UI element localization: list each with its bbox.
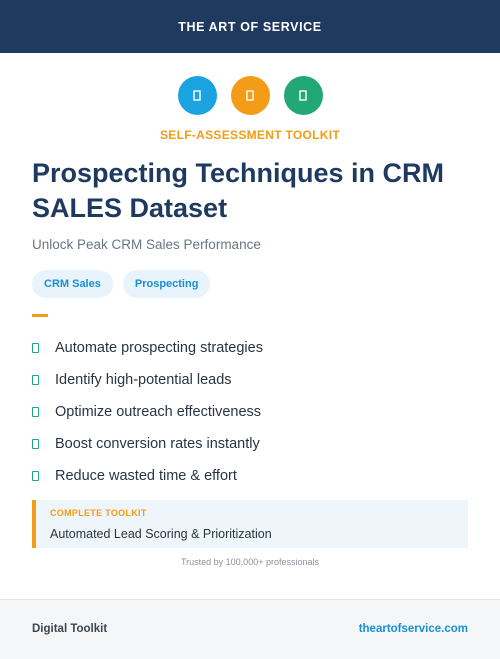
trust-note: Trusted by 100,000+ professionals	[180, 557, 319, 567]
benefit-item: Boost conversion rates instantly	[32, 428, 263, 460]
blue-badge-icon	[177, 76, 217, 115]
green-badge-icon	[283, 76, 323, 115]
footer-label: Digital Toolkit	[32, 623, 108, 635]
website-link[interactable]: theartofservice.com	[358, 623, 468, 635]
benefit-text: Optimize outreach effectiveness	[55, 404, 262, 420]
top-banner: THE ART OF SERVICE	[0, 0, 500, 53]
icon-row	[0, 76, 500, 115]
check-icon	[32, 439, 39, 449]
benefit-item: Identify high-potential leads	[32, 364, 263, 396]
benefit-text: Automate prospecting strategies	[55, 340, 263, 356]
check-icon	[32, 375, 39, 385]
brand-name: THE ART OF SERVICE	[178, 19, 322, 34]
complete-toolkit-callout: COMPLETE TOOLKIT Automated Lead Scoring …	[32, 500, 468, 548]
toolkit-kicker: SELF-ASSESSMENT TOOLKIT	[159, 128, 341, 142]
check-icon	[32, 343, 39, 353]
callout-text: Automated Lead Scoring & Prioritization	[50, 527, 272, 541]
check-icon	[32, 471, 39, 481]
orange-badge-icon	[230, 76, 270, 115]
footer: Digital Toolkit theartofservice.com	[0, 599, 500, 659]
benefit-text: Boost conversion rates instantly	[55, 436, 260, 452]
benefit-item: Reduce wasted time & effort	[32, 460, 263, 492]
tag-prospecting: Prospecting	[122, 270, 211, 298]
tag-list: CRM Sales Prospecting	[32, 270, 211, 298]
benefit-item: Automate prospecting strategies	[32, 332, 263, 364]
benefit-item: Optimize outreach effectiveness	[32, 396, 263, 428]
page-subtitle: Unlock Peak CRM Sales Performance	[32, 237, 261, 252]
benefit-text: Reduce wasted time & effort	[55, 468, 237, 484]
accent-divider	[32, 314, 48, 317]
tag-crm-sales: CRM Sales	[32, 270, 113, 298]
check-icon	[32, 407, 39, 417]
callout-label: COMPLETE TOOLKIT	[50, 508, 147, 518]
benefit-text: Identify high-potential leads	[55, 372, 232, 388]
benefit-list: Automate prospecting strategies Identify…	[32, 332, 263, 492]
page-title: Prospecting Techniques in CRM SALES Data…	[32, 158, 445, 223]
